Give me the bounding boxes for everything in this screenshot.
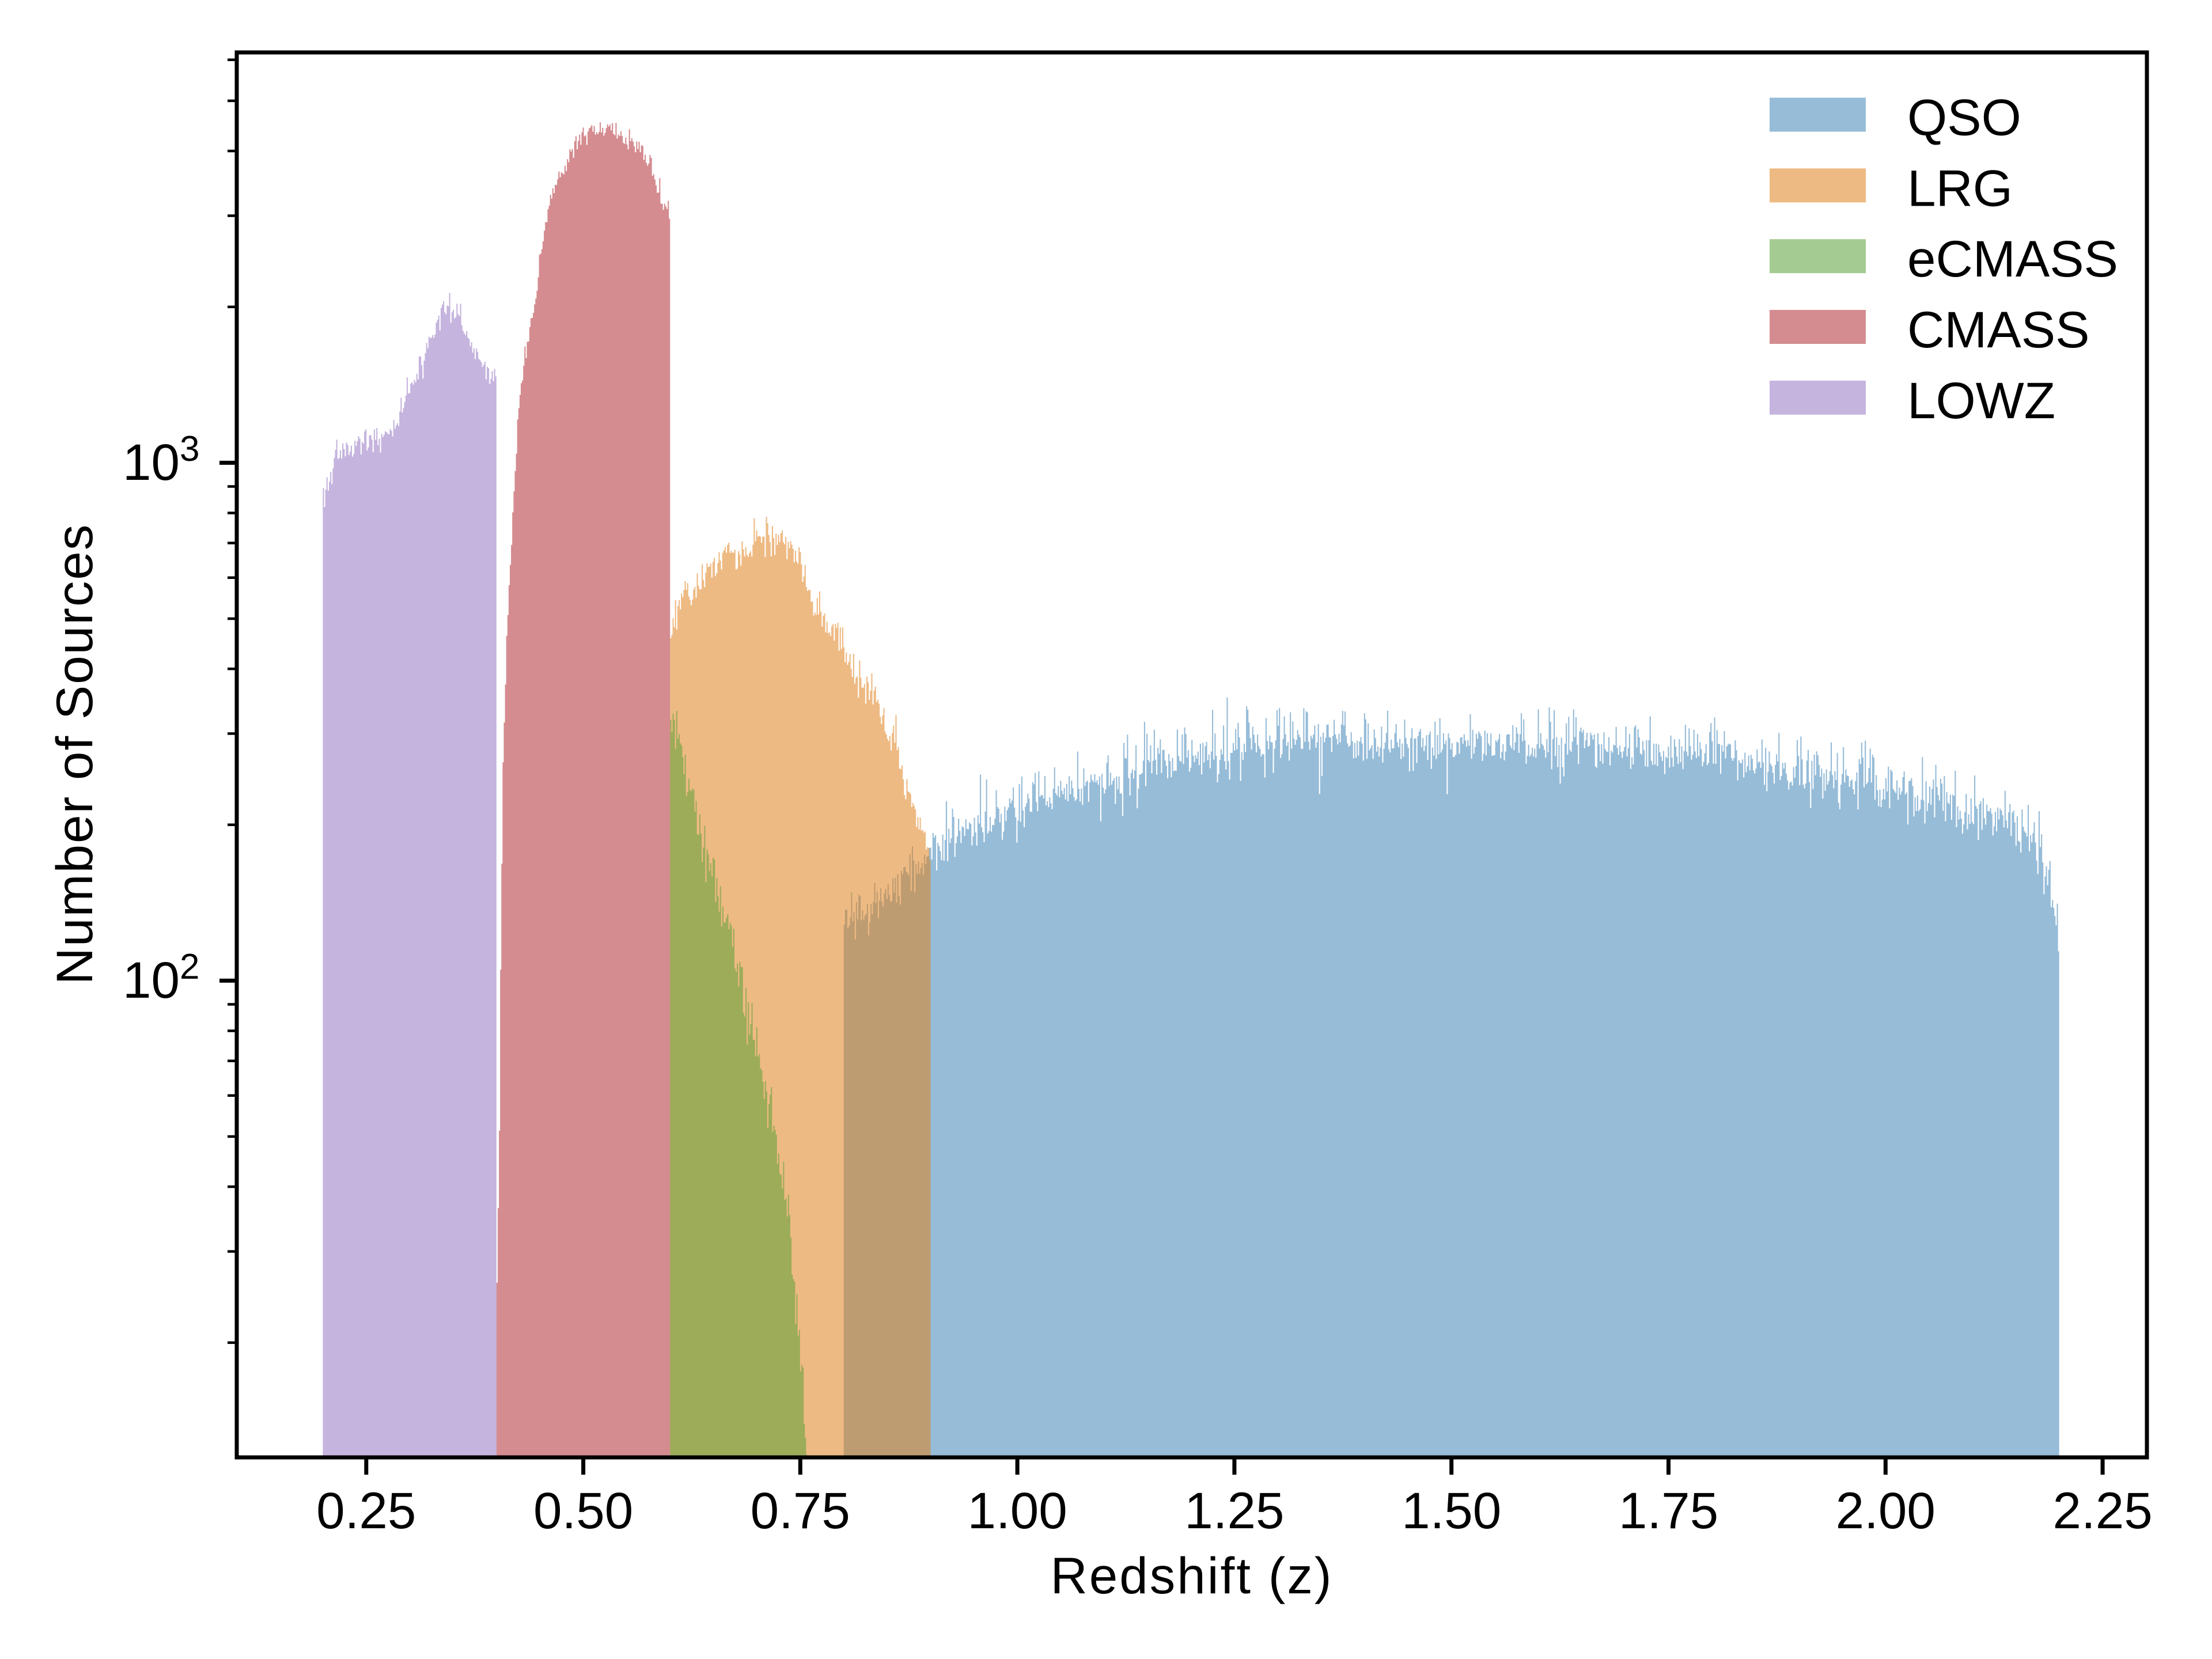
svg-text:0.50: 0.50 (533, 1482, 633, 1539)
svg-text:1.25: 1.25 (1184, 1482, 1284, 1539)
svg-text:LOWZ: LOWZ (1907, 372, 2055, 429)
svg-text:1.50: 1.50 (1402, 1482, 1501, 1539)
svg-text:eCMASS: eCMASS (1907, 230, 2118, 287)
svg-text:1.00: 1.00 (967, 1482, 1067, 1539)
svg-text:0.25: 0.25 (316, 1482, 416, 1539)
svg-text:Number of Sources: Number of Sources (46, 524, 103, 985)
svg-text:2.25: 2.25 (2052, 1482, 2152, 1539)
svg-text:LRG: LRG (1907, 159, 2013, 217)
svg-text:Redshift (z): Redshift (z) (1051, 1547, 1334, 1604)
svg-text:1.75: 1.75 (1619, 1482, 1718, 1539)
svg-text:QSO: QSO (1907, 89, 2021, 146)
svg-text:2.00: 2.00 (1836, 1482, 1936, 1539)
svg-text:0.75: 0.75 (751, 1482, 850, 1539)
svg-text:CMASS: CMASS (1907, 301, 2090, 358)
